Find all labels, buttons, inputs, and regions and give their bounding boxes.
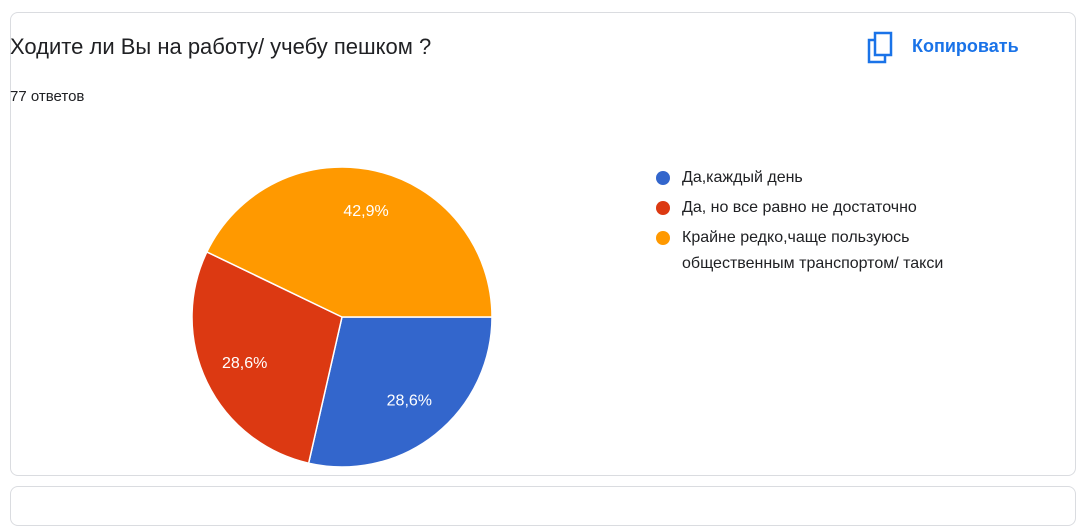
copy-icon-front[interactable] (873, 31, 893, 57)
pie-slice (205, 166, 493, 318)
legend-marker (656, 201, 670, 215)
copy-icon[interactable] (867, 31, 893, 64)
legend-label: Да,каждый день (682, 169, 803, 186)
data-label: 28,6% (387, 393, 432, 410)
pie-slice (307, 316, 493, 468)
legend-label: Крайне редко,чаще пользуюсь общественным… (682, 229, 944, 272)
legend: Да,каждый день Да, но все равно не достат… (656, 165, 976, 281)
data-label: 28,6% (222, 355, 267, 372)
legend-label: Да, но все равно не достаточно (682, 199, 917, 216)
page: Ходите ли Вы на работу/ учебу пешком ? 7… (10, 12, 1076, 526)
card (10, 12, 1076, 476)
copy-button[interactable]: Копировать (912, 36, 1019, 56)
chart-title: Ходите ли Вы на работу/ учебу пешком ? (10, 34, 432, 59)
pie-slice (191, 250, 343, 465)
legend-item: Крайне редко,чаще пользуюсь общественным… (656, 225, 976, 277)
legend-marker (656, 171, 670, 185)
legend-item: Да,каждый день (656, 165, 976, 191)
legend-item: Да, но все равно не достаточно (656, 195, 976, 221)
chart: 28,6% 28,6% 42,9% (191, 31, 893, 468)
data-label: 42,9% (343, 203, 388, 220)
response-count: 77 ответов (10, 88, 85, 105)
legend-marker (656, 231, 670, 245)
